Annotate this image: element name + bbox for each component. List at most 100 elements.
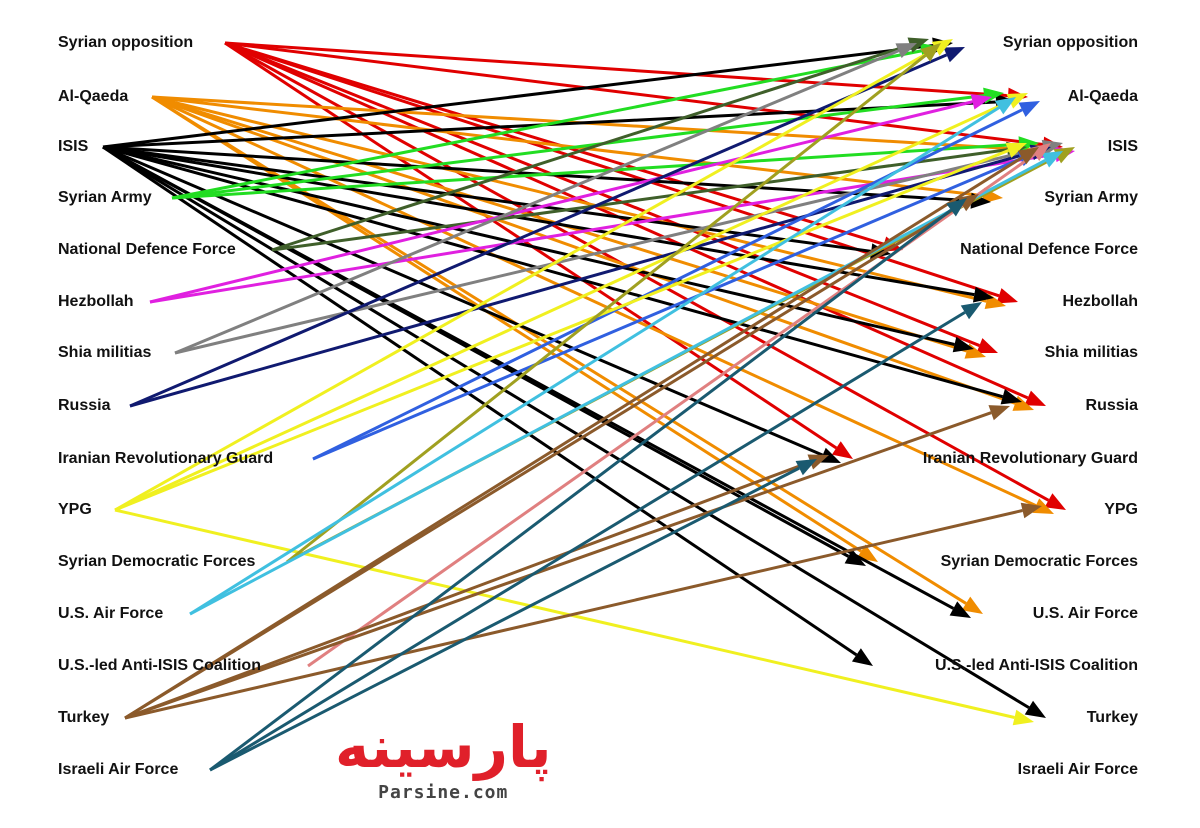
- arrowhead: [1018, 101, 1040, 118]
- edge-line: [102, 145, 975, 297]
- edge-arrow: [114, 39, 953, 512]
- edge-line: [224, 41, 1044, 147]
- edge-arrow: [174, 139, 1063, 355]
- edge-line: [124, 509, 1023, 720]
- arrowhead: [1044, 493, 1066, 510]
- edge-line: [271, 43, 911, 252]
- edge-line: [151, 95, 862, 553]
- edge-line: [224, 41, 980, 347]
- arrowhead: [994, 97, 1016, 115]
- arrowhead: [851, 648, 873, 666]
- edge-arrow: [102, 37, 953, 149]
- arrowhead: [970, 93, 992, 110]
- edge-arrow: [224, 41, 1046, 406]
- edge-line: [271, 148, 1008, 252]
- watermark-logo: پارسینه Parsine.com: [335, 712, 552, 803]
- edge-line: [149, 152, 1056, 304]
- edge-arrow: [114, 508, 1034, 726]
- left-node-label: U.S.-led Anti-ISIS Coalition: [58, 657, 261, 674]
- left-node-label: Al-Qaeda: [58, 88, 129, 105]
- edge-arrow: [286, 43, 941, 564]
- edge-line: [102, 145, 824, 457]
- arrowhead: [946, 198, 967, 217]
- watermark-latin: Parsine.com: [378, 782, 509, 803]
- edge-line: [149, 100, 973, 304]
- edge-line: [174, 49, 900, 355]
- edge-arrow: [189, 151, 1063, 616]
- edge-line: [129, 150, 1033, 408]
- right-node-label: Turkey: [1086, 709, 1138, 726]
- arrowhead: [907, 37, 929, 53]
- left-node-label: Syrian opposition: [58, 34, 194, 51]
- edge-arrow: [102, 145, 994, 303]
- left-node-label: ISIS: [58, 138, 89, 155]
- edge-arrow: [151, 95, 983, 614]
- edge-arrow: [312, 151, 1039, 461]
- edge-line: [114, 508, 1015, 719]
- edge-line: [151, 95, 967, 605]
- arrowhead: [988, 405, 1010, 421]
- arrowhead: [931, 39, 953, 56]
- right-node-label: Al-Qaeda: [1067, 88, 1138, 105]
- left-node-label: Syrian Army: [58, 189, 152, 206]
- edge-line: [124, 203, 963, 720]
- edge-line: [129, 53, 948, 408]
- edge-line: [114, 149, 1010, 512]
- arrowhead: [795, 459, 817, 476]
- right-node-label: National Defence Force: [960, 241, 1138, 258]
- edge-line: [171, 94, 985, 200]
- edge-arrow: [114, 93, 1028, 512]
- left-node-label: U.S. Air Force: [58, 605, 164, 622]
- arrowhead: [972, 286, 994, 303]
- edge-line: [151, 95, 1016, 405]
- arrowhead: [1024, 390, 1046, 406]
- arrowhead: [957, 194, 979, 212]
- arrowhead: [1020, 502, 1042, 519]
- edge-arrow: [174, 43, 917, 355]
- edge-line: [209, 466, 800, 772]
- right-node-label: Iranian Revolutionary Guard: [922, 450, 1138, 467]
- arrowhead: [1005, 143, 1027, 158]
- edge-arrow: [149, 93, 992, 304]
- edge-arrow: [102, 145, 873, 666]
- arrowhead: [1006, 93, 1028, 109]
- edge-line: [312, 157, 1022, 461]
- edge-line: [171, 142, 1020, 200]
- edge-line: [124, 411, 992, 720]
- edge-arrow: [271, 37, 929, 252]
- edge-arrow: [151, 95, 1054, 514]
- edge-line: [224, 41, 1029, 400]
- edge-line: [286, 54, 927, 564]
- edge-arrow: [189, 97, 1016, 616]
- left-node-label: Israeli Air Force: [58, 761, 179, 778]
- arrowhead: [976, 338, 998, 353]
- arrowhead: [819, 447, 841, 463]
- edge-arrow: [129, 47, 965, 408]
- edge-line: [151, 95, 984, 198]
- arrowhead: [920, 43, 941, 62]
- edge-arrow: [102, 145, 1046, 718]
- arrowhead: [1017, 147, 1039, 165]
- left-node-label: Iranian Revolutionary Guard: [58, 450, 274, 467]
- arrowhead: [949, 601, 971, 618]
- edge-line: [124, 460, 811, 720]
- edge-arrow: [102, 145, 841, 463]
- arrowhead: [844, 549, 866, 566]
- arrowhead: [943, 47, 965, 63]
- edge-line: [102, 145, 1030, 709]
- arrowhead: [1030, 143, 1051, 162]
- arrowhead: [996, 288, 1018, 304]
- edge-line: [209, 311, 966, 772]
- edge-line: [114, 99, 1011, 512]
- left-node-label: Turkey: [58, 709, 110, 726]
- left-node-label: Syrian Democratic Forces: [58, 553, 256, 570]
- arrowhead: [1000, 388, 1022, 405]
- right-node-label: Syrian Army: [1044, 189, 1138, 206]
- right-node-label: Israeli Air Force: [1017, 761, 1138, 778]
- edge-line: [114, 47, 937, 512]
- edge-arrow: [209, 459, 817, 772]
- edge-line: [174, 146, 1044, 355]
- edge-arrow: [124, 454, 829, 720]
- edge-line: [102, 43, 934, 149]
